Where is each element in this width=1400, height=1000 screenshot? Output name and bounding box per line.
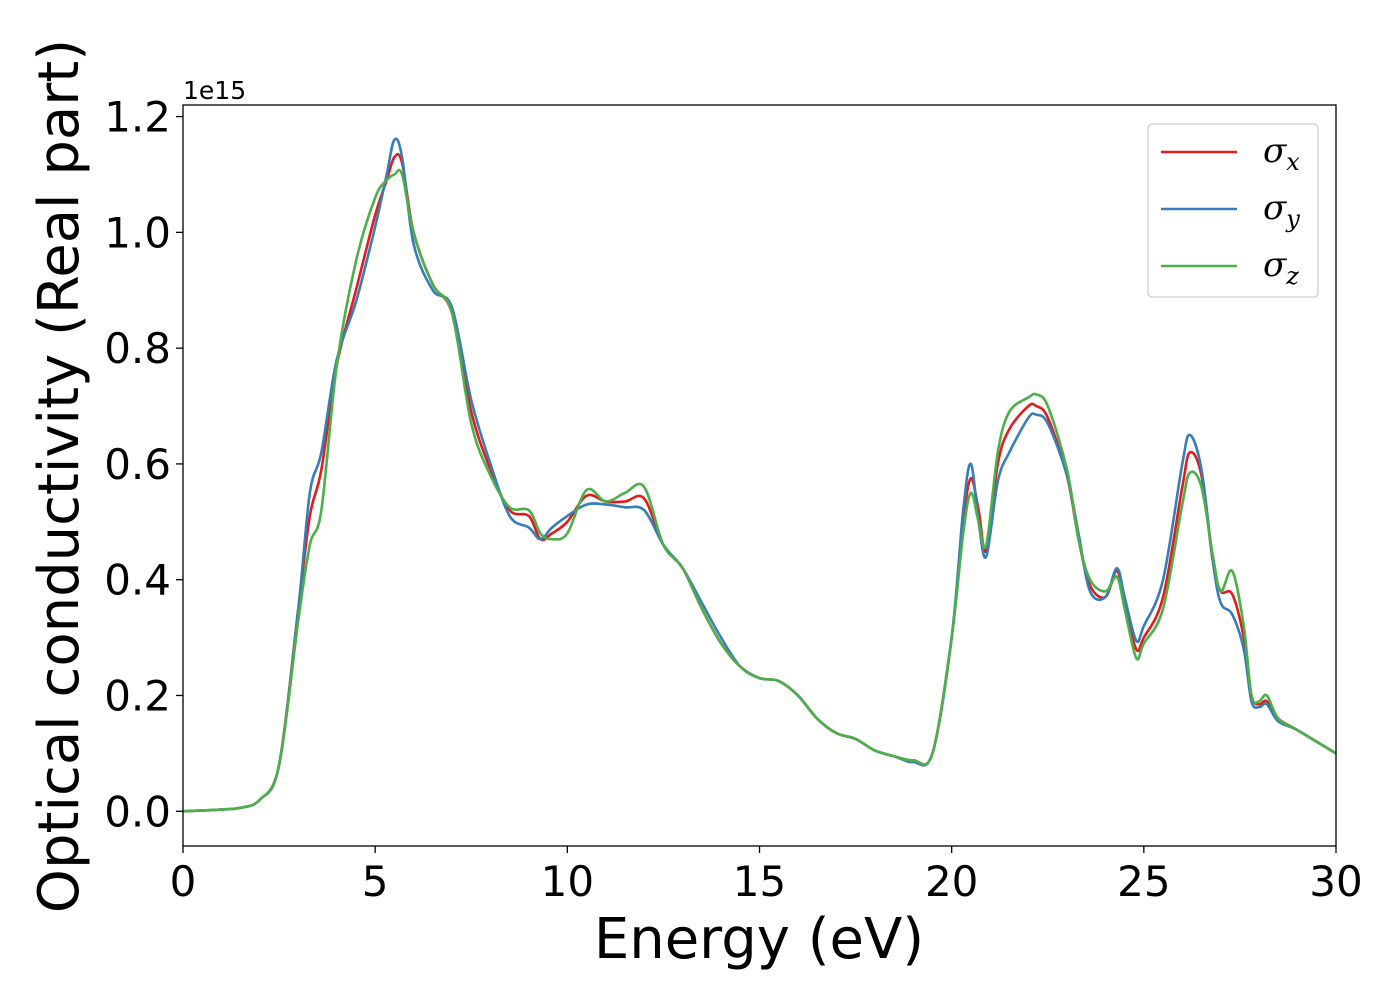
y-axis-label: Optical conductivity (Real part) xyxy=(27,39,92,913)
y-offset-label: 1e15 xyxy=(183,76,246,105)
x-tick-label: 15 xyxy=(733,857,786,906)
y-tick-label: 1.2 xyxy=(104,93,171,142)
legend-frame xyxy=(1147,123,1319,298)
x-tick-label: 5 xyxy=(362,857,389,906)
series-layer xyxy=(183,137,1336,813)
x-tick-label: 0 xyxy=(170,857,197,906)
x-tick-label: 25 xyxy=(1117,857,1170,906)
y-tick-label: 0.8 xyxy=(104,324,171,373)
x-tick-label: 20 xyxy=(925,857,978,906)
x-axis-label: Energy (eV) xyxy=(594,907,924,972)
y-tick-label: 0.2 xyxy=(104,671,171,720)
y-tick-label: 0.0 xyxy=(104,787,171,836)
y-tick-label: 1.0 xyxy=(104,208,171,257)
series-line-sigma-z xyxy=(183,168,1336,813)
y-tick-label: 0.6 xyxy=(104,440,171,489)
y-axis-ticks: 0.0 0.2 0.4 0.6 0.8 1.0 1.2 xyxy=(104,93,183,836)
y-tick-label: 0.4 xyxy=(104,556,171,605)
x-tick-label: 10 xyxy=(541,857,594,906)
x-axis-ticks: 0 5 10 15 20 25 30 xyxy=(170,846,1363,906)
x-tick-label: 30 xyxy=(1309,857,1362,906)
